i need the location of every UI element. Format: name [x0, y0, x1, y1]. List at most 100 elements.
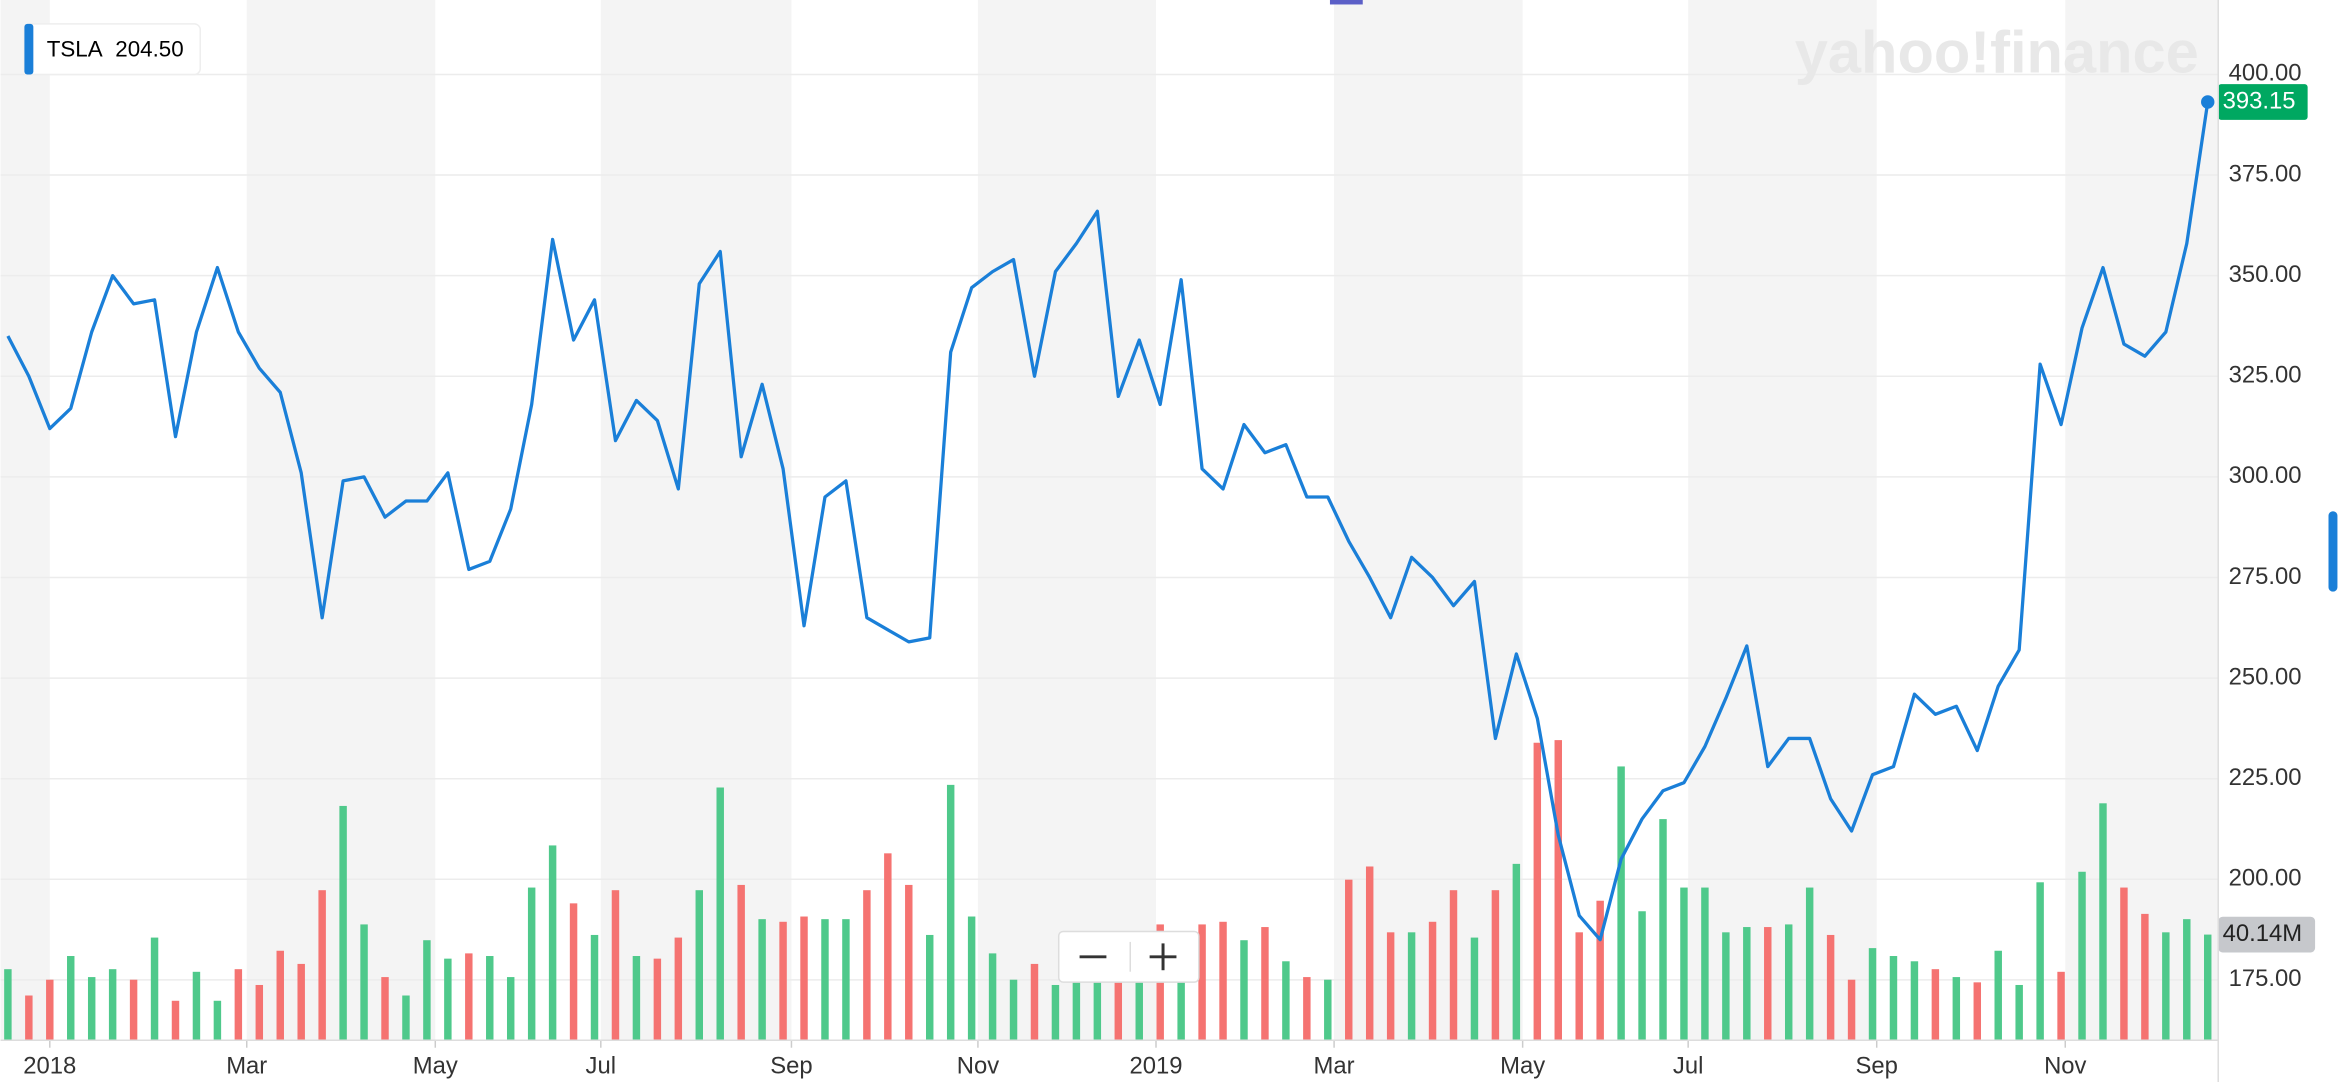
shade-band — [0, 0, 50, 1041]
volume-bar — [1533, 742, 1542, 1041]
volume-bar — [150, 937, 159, 1041]
y-tick-label: 275.00 — [2229, 563, 2302, 590]
volume-bar — [1659, 819, 1667, 1041]
volume-bar — [25, 995, 33, 1041]
volume-bar — [2057, 971, 2065, 1041]
volume-bar — [1826, 934, 1835, 1041]
volume-bar — [527, 887, 536, 1041]
y-tick-label: 225.00 — [2229, 764, 2302, 791]
volume-bar — [360, 924, 368, 1041]
volume-bar — [632, 956, 641, 1041]
volume-bar — [1051, 984, 1060, 1041]
volume-bar — [2162, 932, 2170, 1041]
volume-bar — [821, 919, 829, 1041]
volume-bar — [108, 969, 117, 1041]
legend-swatch — [24, 23, 34, 75]
volume-bar — [171, 1000, 180, 1041]
volume-label: 40.14M — [2223, 920, 2302, 947]
volume-bar — [1910, 961, 1919, 1041]
volume-bar — [988, 953, 997, 1041]
volume-bar — [1617, 766, 1625, 1041]
volume-bar — [2183, 919, 2191, 1041]
volume-bar — [1638, 911, 1646, 1041]
volume-bar — [884, 853, 892, 1041]
volume-bar — [905, 884, 913, 1041]
volume-bar — [946, 784, 955, 1041]
volume-bar — [926, 934, 934, 1041]
volume-bar — [2120, 887, 2128, 1041]
volume-bar — [192, 971, 201, 1041]
volume-bar — [1030, 963, 1039, 1041]
volume-bar — [569, 903, 578, 1041]
volume-bar — [1952, 977, 1961, 1041]
y-tick-label: 250.00 — [2229, 663, 2302, 690]
y-tick-label: 400.00 — [2229, 60, 2302, 87]
volume-bar — [1407, 932, 1416, 1041]
volume-bar — [1512, 863, 1521, 1041]
volume-bar — [1491, 890, 1500, 1041]
y-tick-label: 175.00 — [2229, 965, 2302, 992]
volume-bar — [863, 890, 871, 1041]
volume-bar — [1994, 950, 2002, 1041]
volume-bar — [339, 805, 347, 1041]
volume-bar — [234, 969, 243, 1041]
volume-bar — [1743, 927, 1751, 1041]
volume-bar — [695, 890, 703, 1041]
volume-bar — [2015, 984, 2023, 1041]
x-tick-label: Jul — [586, 1052, 616, 1079]
volume-bar — [444, 958, 452, 1041]
volume-bar — [1931, 969, 1940, 1041]
x-tick-label: May — [1500, 1052, 1545, 1079]
volume-bar — [402, 995, 410, 1041]
volume-bar — [1784, 924, 1793, 1041]
volume-bar — [1345, 879, 1353, 1041]
volume-bar — [653, 958, 662, 1041]
volume-bar — [318, 890, 326, 1041]
volume-bar — [1575, 932, 1583, 1041]
legend[interactable]: TSLA 204.50 — [23, 23, 202, 76]
volume-bar — [1847, 979, 1856, 1041]
volume-bar — [486, 956, 494, 1041]
x-tick-label: Sep — [1856, 1052, 1898, 1079]
volume-bar — [674, 937, 683, 1041]
shade-band — [1334, 0, 1523, 1041]
legend-symbol: TSLA — [47, 37, 103, 62]
volume-bar — [87, 977, 96, 1041]
y-tick-label: 375.00 — [2229, 160, 2302, 187]
volume-bar — [1135, 940, 1143, 1041]
x-tick-label: 2018 — [23, 1052, 76, 1079]
volume-bar — [1868, 948, 1877, 1041]
price-line — [6, 101, 2210, 942]
volume-bar — [2099, 803, 2107, 1041]
y-tick-label: 350.00 — [2229, 261, 2302, 288]
volume-bar — [758, 919, 766, 1041]
y-tick-label: 300.00 — [2229, 462, 2302, 489]
volume-bar — [1596, 900, 1604, 1041]
volume-bar — [506, 977, 515, 1041]
volume-bar — [548, 845, 557, 1041]
zoom-controls — [1057, 930, 1200, 983]
volume-bar — [1764, 927, 1772, 1041]
volume-label-box — [2218, 916, 2316, 953]
volume-bar — [1428, 921, 1437, 1041]
volume-bar — [1324, 979, 1332, 1041]
volume-bar — [1449, 890, 1458, 1041]
shade-band — [2065, 0, 2219, 1041]
handle[interactable] — [1329, 0, 1363, 5]
shade-band — [600, 0, 792, 1041]
volume-bar — [1554, 740, 1562, 1041]
volume-bar — [1072, 977, 1081, 1041]
volume-bar — [1973, 982, 1982, 1041]
shade-band — [1688, 0, 1877, 1041]
volume-bar — [1240, 940, 1248, 1041]
volume-bar — [1386, 932, 1395, 1041]
volume-bar — [297, 963, 305, 1041]
volume-bar — [590, 934, 599, 1041]
x-tick-label: 2019 — [1129, 1052, 1182, 1079]
volume-bar — [737, 884, 745, 1041]
side-handle[interactable] — [2328, 511, 2338, 592]
volume-bar — [381, 977, 389, 1041]
volume-bar — [276, 950, 284, 1041]
x-tick-label: Sep — [770, 1052, 812, 1079]
